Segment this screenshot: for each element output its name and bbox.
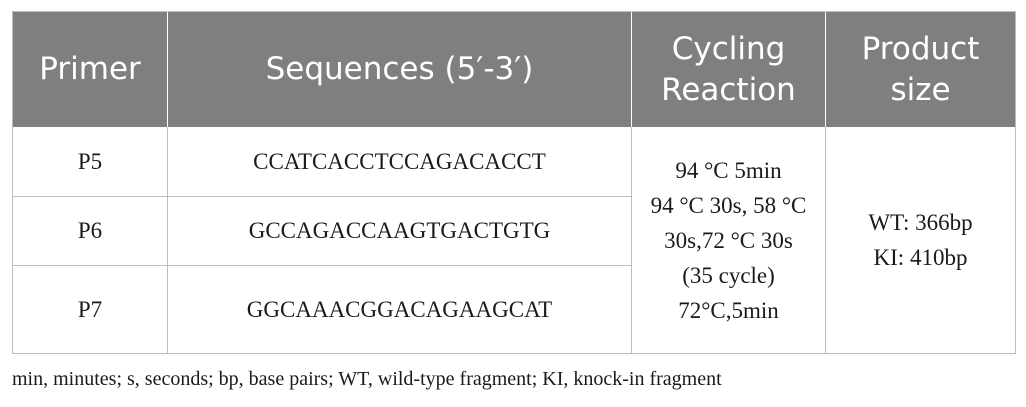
header-divider — [825, 12, 826, 127]
product-line: KI: 410bp — [873, 245, 968, 270]
column-divider — [825, 127, 826, 353]
primer-cell: P6 — [77, 218, 103, 243]
cycling-line: 94 °C 5min — [675, 157, 782, 183]
cycling-line: (35 cycle) — [682, 262, 775, 288]
row-divider — [13, 196, 631, 197]
primer-cell: P7 — [77, 296, 103, 322]
cycling-line: 72°C,5min — [678, 297, 779, 323]
product-line: WT: 366bp — [868, 210, 973, 235]
cycling-reaction-cell: 94 °C 5min 94 °C 30s, 58 °C 30s,72 °C 30… — [632, 127, 825, 353]
cycling-line: 30s,72 °C 30s — [664, 227, 793, 253]
column-divider — [167, 127, 168, 353]
header-sequences: Sequences (5′-3′) — [265, 51, 534, 87]
product-size-cell: WT: 366bp KI: 410bp — [826, 127, 1015, 353]
column-divider — [631, 127, 632, 353]
primer-cell: P5 — [77, 148, 103, 174]
sequence-cell: GGCAAACGGACAGAAGCAT — [246, 296, 553, 322]
header-divider — [631, 12, 632, 127]
cycling-line: 94 °C 30s, 58 °C — [650, 192, 807, 218]
table-header: Primer Sequences (5′-3′) Cycling Reactio… — [13, 12, 1015, 127]
sequence-cell: GCCAGACCAAGTGACTGTG — [248, 218, 551, 243]
row-divider — [13, 265, 631, 266]
header-product-size: Product size — [861, 30, 980, 108]
header-primer: Primer — [39, 51, 141, 87]
table-footnote: min, minutes; s, seconds; bp, base pairs… — [12, 368, 722, 390]
primer-table: Primer Sequences (5′-3′) Cycling Reactio… — [12, 11, 1016, 354]
sequence-cell: CCATCACCTCCAGACACCT — [253, 148, 546, 174]
header-divider — [167, 12, 168, 127]
header-cycling-reaction: Cycling Reaction — [661, 30, 796, 108]
